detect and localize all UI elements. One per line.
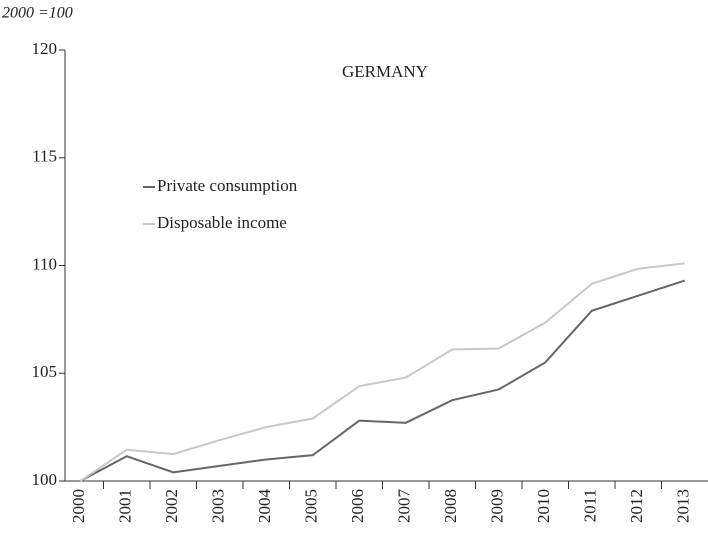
y-tick-label: 100: [32, 470, 58, 489]
x-tick-label: 2010: [534, 489, 553, 523]
x-tick-label: 2012: [627, 489, 646, 523]
x-tick-label: 2000: [69, 489, 88, 523]
series-line: [79, 279, 686, 482]
x-tick-label: 2003: [209, 489, 228, 523]
x-tick-label: 2008: [441, 489, 460, 523]
chart-title: GERMANY: [342, 62, 428, 81]
y-tick-label: 115: [32, 147, 57, 166]
x-tick-label: 2005: [302, 489, 321, 523]
x-tick-label: 2007: [395, 489, 414, 524]
x-tick-label: 2011: [581, 489, 600, 522]
legend-label: Private consumption: [157, 176, 298, 195]
x-tick-label: 2002: [162, 489, 181, 523]
legend-label: Disposable income: [157, 213, 287, 232]
x-tick-label: 2013: [674, 489, 693, 523]
x-tick-label: 2009: [488, 489, 507, 523]
x-tick-label: 2006: [348, 489, 367, 523]
y-tick-label: 120: [32, 39, 58, 58]
y-unit-label: 2000 =100: [2, 5, 73, 22]
y-tick-label: 110: [32, 254, 57, 273]
x-tick-label: 2001: [116, 489, 135, 523]
y-tick-label: 105: [32, 362, 58, 381]
series-line: [79, 262, 685, 482]
x-tick-label: 2004: [255, 489, 274, 524]
